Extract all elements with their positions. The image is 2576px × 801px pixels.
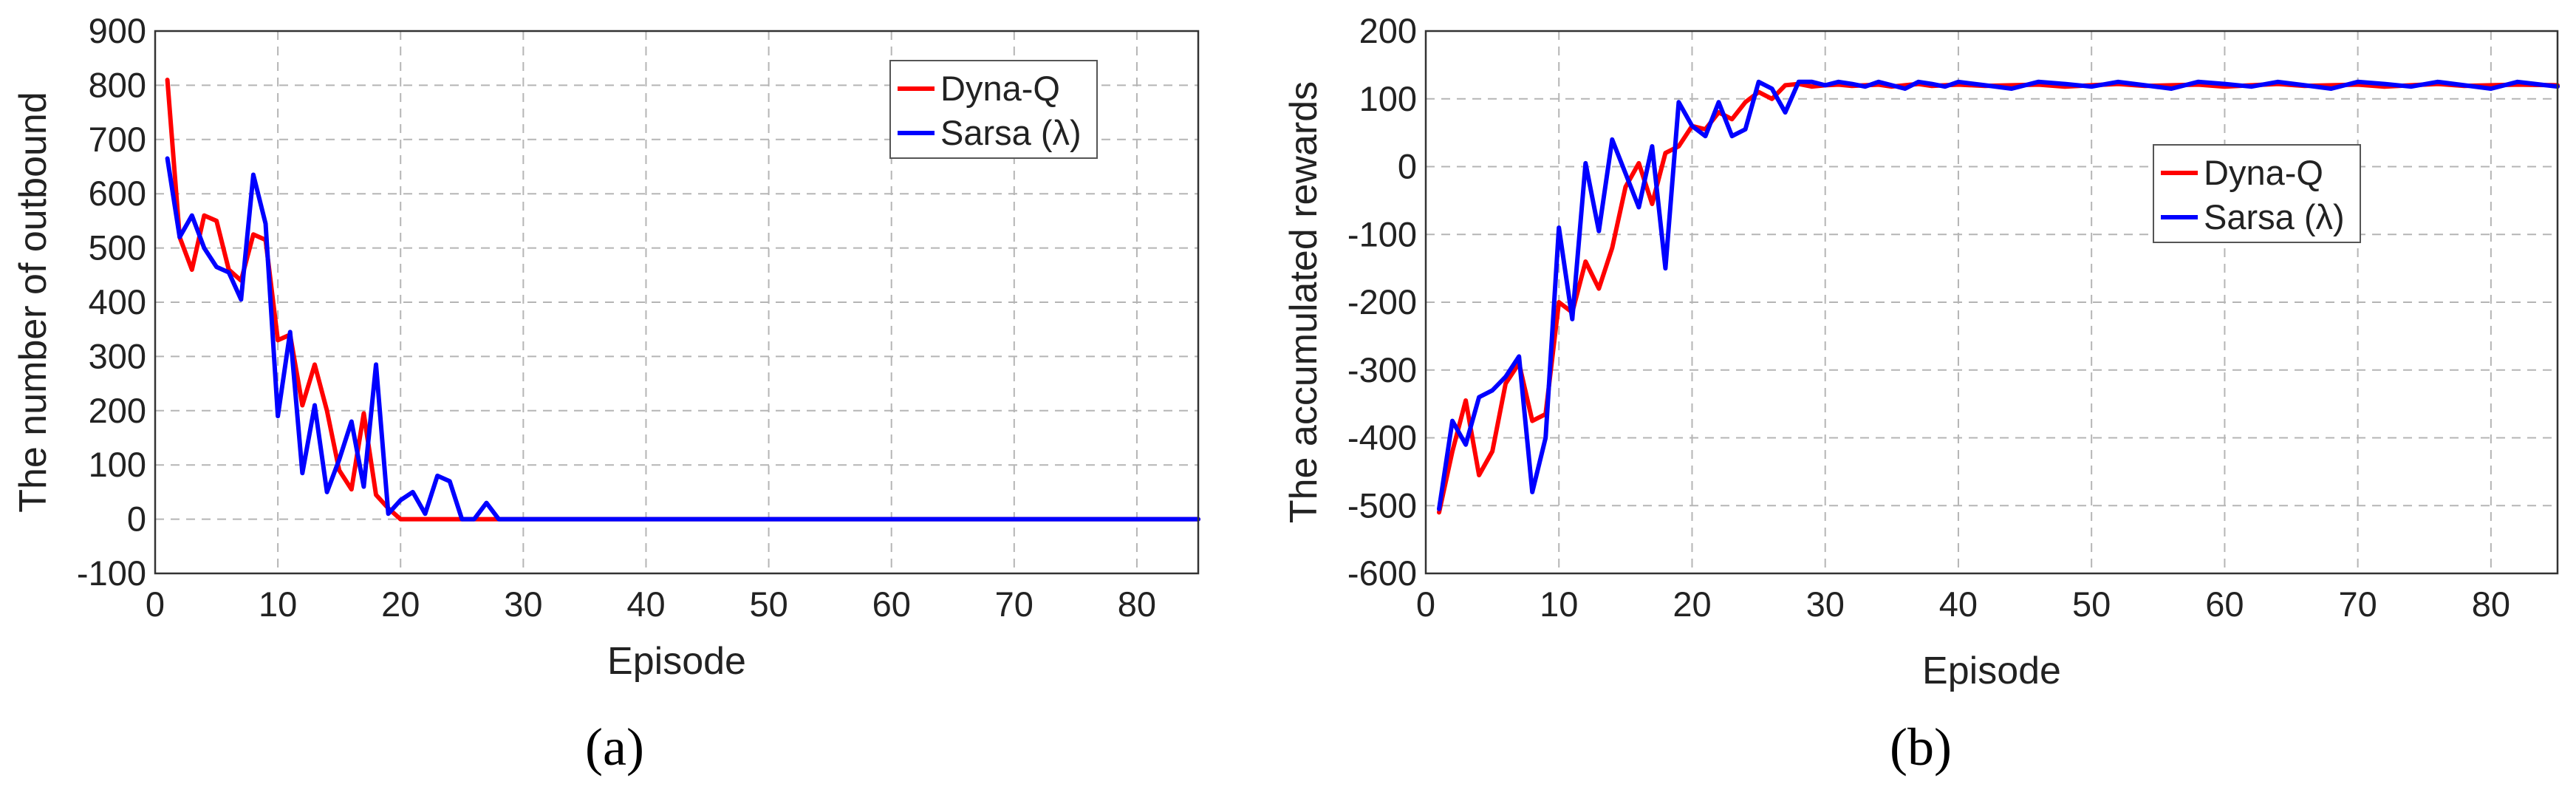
x-tick-label: 40: [1939, 584, 1978, 624]
panel-label: (a): [585, 718, 644, 777]
x-tick-label: 20: [381, 584, 420, 624]
y-tick-label: -600: [1347, 553, 1417, 593]
plot-frame: [154, 30, 1200, 575]
y-tick-label: 800: [89, 65, 146, 104]
x-tick-label: 80: [1118, 584, 1156, 624]
legend-label-sarsa-lambda: Sarsa (λ): [2204, 197, 2345, 236]
y-tick-label: 100: [89, 445, 146, 484]
y-tick-label: -100: [77, 553, 146, 593]
y-tick-label: -200: [1347, 282, 1417, 321]
legend: Dyna-Q Sarsa (λ): [2153, 144, 2361, 243]
x-axis-label: Episode: [607, 640, 746, 683]
legend-box: [2153, 144, 2361, 243]
x-tick-label: 70: [2339, 584, 2377, 624]
x-tick-label: 10: [259, 584, 297, 624]
legend-label-dyna-q: Dyna-Q: [2204, 153, 2323, 192]
y-tick-label: 900: [89, 11, 146, 50]
series-line-dyna-q: [1437, 81, 2560, 515]
x-tick-label: 80: [2472, 584, 2510, 624]
x-tick-label: 20: [1673, 584, 1711, 624]
x-axis-label: Episode: [1922, 650, 2061, 692]
y-tick-label: 200: [1359, 11, 1417, 50]
x-tick-label: 30: [1806, 584, 1845, 624]
y-tick-label: 200: [89, 391, 146, 430]
x-tick-label: 60: [2205, 584, 2244, 624]
x-tick-label: 40: [626, 584, 665, 624]
y-axis-label: The number of outbound: [12, 92, 55, 513]
chart-panel-b: 0 10 20 30 40 50 60 70 80 -600 -500 -400 -300 -200 -10…: [1282, 11, 2560, 777]
x-tick-label: 60: [872, 584, 911, 624]
legend: Dyna-Q Sarsa (λ): [889, 60, 1098, 159]
x-tick-label: 50: [2072, 584, 2111, 624]
y-tick-label: 0: [1398, 147, 1417, 186]
y-tick-label: -300: [1347, 350, 1417, 389]
y-tick-label: -100: [1347, 214, 1417, 253]
panel-label: (b): [1890, 718, 1952, 777]
series-line-sarsa-lambda: [1437, 79, 2560, 511]
y-tick-label: 600: [89, 174, 146, 213]
x-tick-label: 50: [749, 584, 788, 624]
x-tick-label: 0: [1416, 584, 1435, 624]
x-tick-label: 0: [146, 584, 165, 624]
y-tick-label: 500: [89, 228, 146, 267]
legend-label-sarsa-lambda: Sarsa (λ): [940, 113, 1082, 152]
y-tick-label: 100: [1359, 79, 1417, 118]
x-tick-label: 70: [995, 584, 1034, 624]
series-line-sarsa-lambda: [165, 156, 1200, 522]
legend-label-dyna-q: Dyna-Q: [940, 69, 1060, 108]
plot-frame: [1424, 30, 2559, 575]
y-tick-label: -500: [1347, 485, 1417, 525]
y-tick-label: 700: [89, 120, 146, 159]
x-tick-label: 10: [1540, 584, 1578, 624]
y-tick-label: 300: [89, 336, 146, 375]
y-tick-label: -400: [1347, 418, 1417, 457]
y-tick-label: 0: [127, 500, 146, 539]
y-tick-label: 400: [89, 282, 146, 321]
chart-panel-a: 0 10 20 30 40 50 60 70 80-1000100200300400500600…: [12, 11, 1200, 777]
legend-box: [889, 60, 1098, 159]
x-tick-label: 30: [504, 584, 542, 624]
y-axis-label: The accumulated rewards: [1282, 81, 1325, 523]
